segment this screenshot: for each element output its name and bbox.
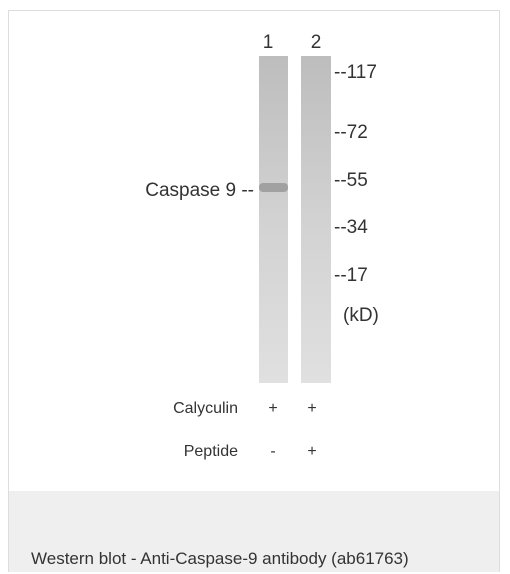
treatment-name: Peptide (184, 443, 238, 460)
marker: --72 (334, 122, 368, 143)
blot-figure: 1 2 --117 --72 --55 --34 --17 (kD) Caspa… (9, 11, 499, 491)
treatment-sign: + (307, 443, 316, 460)
marker: --17 (334, 265, 368, 286)
lane-2 (301, 56, 331, 383)
marker: --117 (334, 62, 377, 83)
marker: --34 (334, 217, 368, 238)
caption-bar: Western blot - Anti-Caspase-9 antibody (… (9, 491, 499, 572)
band (259, 183, 288, 192)
lane-1 (259, 56, 288, 383)
lane-label: 2 (311, 32, 322, 53)
marker: --55 (334, 170, 368, 191)
band-label: Caspase 9 -- (145, 180, 254, 201)
figure-card: 1 2 --117 --72 --55 --34 --17 (kD) Caspa… (8, 10, 500, 572)
treatment-name: Calyculin (173, 400, 238, 417)
treatment-sign: - (270, 443, 275, 460)
page: 1 2 --117 --72 --55 --34 --17 (kD) Caspa… (0, 0, 510, 574)
caption: Western blot - Anti-Caspase-9 antibody (… (31, 549, 409, 569)
treatment-sign: + (307, 400, 316, 417)
unit-label: (kD) (343, 305, 379, 326)
lane-label: 1 (263, 32, 274, 53)
treatment-sign: + (268, 400, 277, 417)
